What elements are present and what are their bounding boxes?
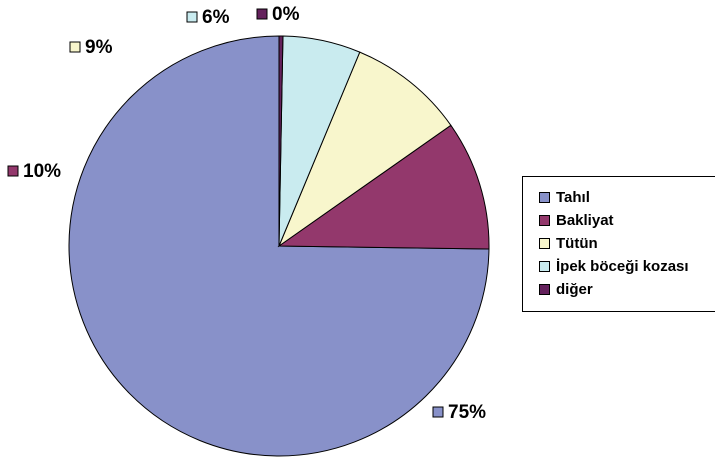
legend-label: diğer [556, 281, 593, 298]
pie-slice-2 [277, 124, 490, 250]
data-label-swatch [186, 11, 198, 23]
data-label-text: 6% [202, 7, 230, 28]
legend-swatch [539, 192, 550, 203]
pie-slices [68, 35, 490, 457]
data-label-text: 75% [448, 402, 486, 423]
data-label-swatch [432, 406, 444, 418]
data-label-1: 75% [432, 402, 486, 423]
pie-slice-1 [68, 35, 490, 457]
data-label-text: 9% [85, 37, 113, 58]
legend-label: İpek böceği kozası [556, 258, 689, 275]
pie-data-labels: 75% 10% 9% 6% 0% [7, 4, 486, 423]
data-label-2: 10% [7, 161, 61, 182]
data-label-3: 9% [69, 37, 113, 58]
pie-slice-5 [278, 35, 284, 247]
pie-slice-3 [277, 51, 452, 248]
legend-swatch [539, 261, 550, 272]
legend-label: Tütün [556, 235, 598, 252]
data-label-text: 10% [23, 161, 61, 182]
legend-swatch [539, 284, 550, 295]
data-label-4: 6% [186, 7, 230, 28]
data-label-swatch [7, 165, 19, 177]
data-label-5: 0% [256, 4, 300, 25]
legend-swatch [539, 238, 550, 249]
legend-item: diğer [539, 281, 593, 298]
data-label-swatch [256, 8, 268, 20]
legend-item: İpek böceği kozası [539, 258, 689, 275]
legend-label: Bakliyat [556, 212, 614, 229]
legend-item: Bakliyat [539, 212, 614, 229]
legend-item: Tahıl [539, 189, 590, 206]
legend-swatch [539, 215, 550, 226]
data-label-text: 0% [272, 4, 300, 25]
legend-label: Tahıl [556, 189, 590, 206]
legend-item: Tütün [539, 235, 598, 252]
data-label-swatch [69, 41, 81, 53]
legend: Tahıl Bakliyat Tütün İpek böceği kozası diğe… [522, 176, 715, 312]
